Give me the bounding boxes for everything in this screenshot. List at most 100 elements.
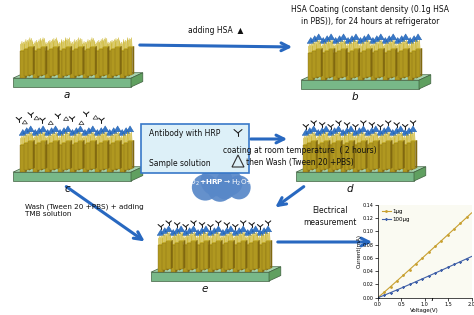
- Polygon shape: [166, 240, 173, 241]
- Polygon shape: [75, 144, 76, 172]
- Bar: [200, 243, 204, 270]
- Polygon shape: [171, 240, 173, 268]
- Bar: [258, 245, 263, 272]
- Polygon shape: [338, 52, 340, 80]
- Bar: [166, 241, 171, 268]
- Polygon shape: [252, 226, 259, 232]
- Polygon shape: [46, 47, 47, 75]
- Polygon shape: [77, 126, 84, 132]
- Bar: [111, 143, 116, 170]
- Polygon shape: [370, 144, 372, 172]
- Bar: [350, 51, 355, 78]
- Polygon shape: [158, 244, 165, 245]
- Polygon shape: [124, 142, 130, 143]
- Polygon shape: [319, 128, 326, 134]
- Polygon shape: [82, 50, 89, 51]
- Bar: [99, 49, 104, 76]
- Polygon shape: [202, 226, 210, 232]
- Polygon shape: [403, 140, 405, 169]
- Polygon shape: [408, 52, 414, 53]
- Polygon shape: [42, 48, 43, 76]
- Bar: [296, 172, 414, 181]
- Polygon shape: [215, 226, 222, 232]
- Polygon shape: [163, 242, 169, 243]
- Polygon shape: [212, 242, 219, 243]
- Polygon shape: [415, 140, 417, 169]
- Bar: [403, 49, 408, 77]
- Polygon shape: [120, 50, 126, 51]
- Bar: [365, 145, 370, 172]
- Polygon shape: [58, 47, 60, 75]
- Ellipse shape: [208, 180, 232, 202]
- 100μg: [375, 296, 381, 300]
- Bar: [95, 145, 100, 172]
- Polygon shape: [353, 140, 355, 169]
- Polygon shape: [320, 142, 326, 143]
- Polygon shape: [348, 140, 355, 141]
- Bar: [357, 143, 362, 170]
- Polygon shape: [63, 50, 64, 78]
- Polygon shape: [44, 129, 51, 135]
- Polygon shape: [183, 244, 190, 245]
- Bar: [391, 145, 395, 172]
- Polygon shape: [131, 167, 143, 181]
- Bar: [58, 145, 63, 172]
- Polygon shape: [82, 144, 89, 145]
- Polygon shape: [116, 142, 118, 170]
- Polygon shape: [369, 37, 376, 43]
- Polygon shape: [70, 140, 72, 169]
- Polygon shape: [124, 48, 130, 49]
- Polygon shape: [340, 34, 347, 40]
- Polygon shape: [179, 240, 185, 241]
- Polygon shape: [328, 144, 335, 145]
- Polygon shape: [420, 49, 422, 77]
- Polygon shape: [311, 36, 319, 42]
- Polygon shape: [256, 230, 264, 235]
- Polygon shape: [99, 142, 105, 143]
- Polygon shape: [307, 142, 314, 143]
- Polygon shape: [217, 242, 219, 270]
- Polygon shape: [301, 75, 431, 80]
- Polygon shape: [46, 144, 52, 145]
- Polygon shape: [24, 48, 31, 49]
- Polygon shape: [249, 242, 255, 243]
- Bar: [249, 243, 254, 270]
- Polygon shape: [70, 47, 72, 75]
- Polygon shape: [345, 142, 351, 143]
- Bar: [303, 145, 308, 172]
- Polygon shape: [312, 50, 319, 51]
- Line: 1μg: 1μg: [377, 212, 472, 298]
- Polygon shape: [346, 144, 347, 172]
- Polygon shape: [244, 230, 251, 235]
- Bar: [225, 243, 229, 270]
- Bar: [336, 141, 341, 169]
- Polygon shape: [400, 52, 402, 80]
- Polygon shape: [237, 244, 239, 272]
- Polygon shape: [114, 126, 121, 132]
- Bar: [403, 145, 408, 172]
- Polygon shape: [111, 48, 118, 49]
- Polygon shape: [70, 144, 76, 145]
- Polygon shape: [180, 242, 181, 270]
- Polygon shape: [258, 244, 264, 245]
- Polygon shape: [383, 52, 389, 53]
- Bar: [312, 51, 317, 78]
- 100μg: [402, 285, 408, 289]
- Polygon shape: [312, 142, 314, 170]
- Polygon shape: [336, 140, 343, 141]
- Polygon shape: [296, 167, 426, 172]
- Polygon shape: [56, 129, 64, 135]
- Bar: [103, 141, 108, 169]
- Polygon shape: [83, 47, 84, 75]
- Bar: [341, 49, 346, 77]
- Polygon shape: [82, 129, 89, 135]
- Polygon shape: [33, 144, 39, 145]
- Polygon shape: [387, 50, 393, 51]
- Polygon shape: [41, 140, 47, 141]
- Bar: [398, 141, 403, 169]
- Polygon shape: [62, 48, 68, 49]
- Bar: [408, 53, 412, 80]
- Bar: [354, 49, 358, 77]
- Polygon shape: [108, 144, 114, 145]
- Polygon shape: [383, 49, 385, 77]
